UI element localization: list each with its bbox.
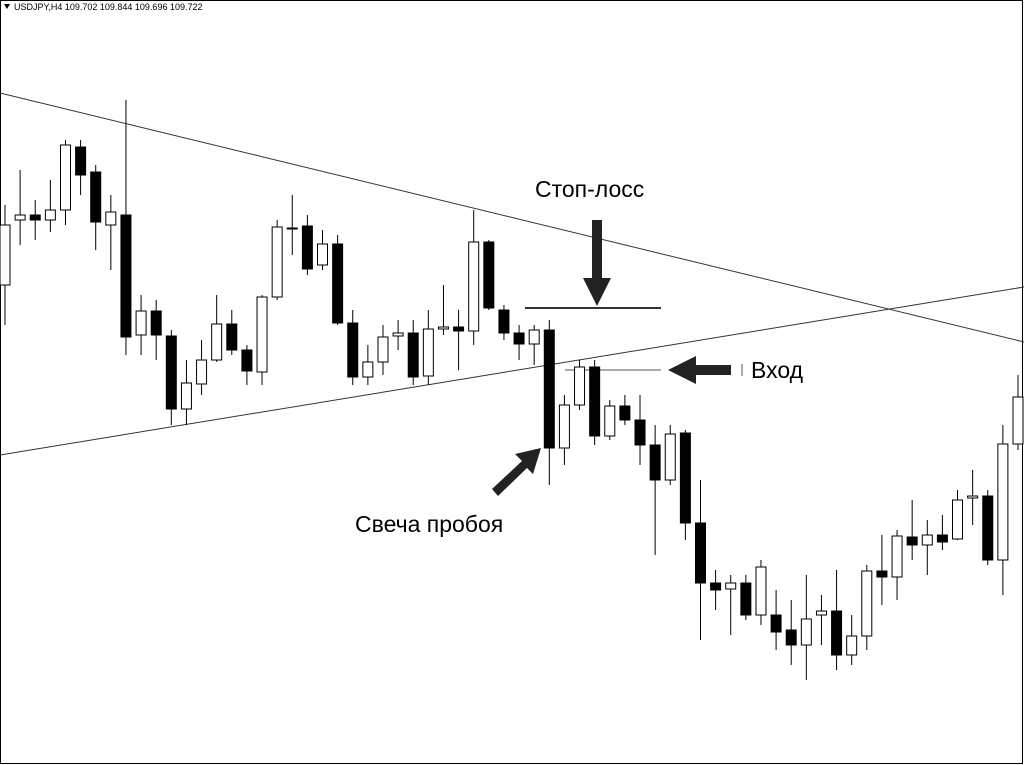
candle-body (75, 146, 87, 176)
candle-body (377, 336, 389, 363)
candle-body (694, 522, 706, 584)
candle-body (105, 211, 117, 226)
candle-body (286, 227, 298, 230)
candle-body (952, 499, 964, 540)
candle-body (770, 614, 782, 633)
candle-body (574, 366, 586, 406)
candle-body (664, 433, 676, 481)
candle-body (831, 610, 843, 656)
candle-body (997, 443, 1009, 561)
candle-body (649, 444, 661, 481)
candle-body (120, 214, 132, 338)
candle-body (211, 323, 223, 361)
candle-body (362, 361, 374, 378)
arrows (492, 220, 731, 496)
candle-body (271, 226, 283, 298)
candle-body (967, 495, 979, 499)
candle-body (982, 495, 994, 561)
candle-body (634, 419, 646, 446)
candle-body (256, 296, 268, 373)
candle-body (543, 329, 555, 449)
candle-body (1012, 396, 1024, 445)
candle-body (135, 310, 147, 336)
candle-body (891, 535, 903, 578)
candle-body (196, 359, 208, 385)
breakout-arrow (492, 448, 541, 496)
breakout-candle-label: Свеча пробоя (355, 511, 503, 537)
candle-body (498, 309, 510, 334)
stop-loss-arrow (583, 220, 611, 306)
upper-trend-line (0, 92, 1024, 343)
trend-lines (0, 92, 1024, 456)
candle-body (437, 326, 449, 330)
stop-loss-label: Стоп-лосс (535, 176, 644, 202)
candle-body (906, 536, 918, 546)
candle-body (301, 225, 313, 270)
entry-label: Вход (751, 357, 804, 383)
candle-body (422, 328, 434, 377)
candle-body (513, 332, 525, 345)
candle-body (725, 582, 737, 590)
candle-body (332, 243, 344, 324)
candle-body (29, 214, 41, 221)
entry-arrow (668, 356, 731, 384)
candle-body (392, 332, 404, 337)
candle-body (317, 243, 329, 266)
candle-body (44, 209, 56, 221)
chart-header: USDJPY,H4 109.702 109.844 109.696 109.72… (14, 2, 203, 12)
candle-body (785, 629, 797, 646)
candle-body (407, 332, 419, 378)
candle-body (619, 405, 631, 421)
candle-body (679, 432, 691, 524)
candle-body (740, 582, 752, 616)
candle-body (347, 322, 359, 378)
candle-body (936, 534, 948, 543)
candle-body (861, 570, 873, 637)
candle-body (528, 329, 540, 345)
candle-body (468, 241, 480, 332)
candle-body (0, 224, 11, 286)
candle-body (59, 144, 71, 211)
candle-body (604, 405, 616, 437)
candle-body (180, 382, 192, 410)
candle-body (453, 326, 465, 332)
candle-body (226, 323, 238, 351)
candle-body (876, 570, 888, 578)
candle-body (241, 349, 253, 372)
candle-body (90, 171, 102, 223)
candle-body (921, 534, 933, 546)
candle-body (846, 635, 858, 656)
candle-body (14, 214, 26, 221)
candle-body (165, 335, 177, 410)
candle-body (815, 610, 827, 616)
candle-body (755, 566, 767, 616)
candle-body (710, 582, 722, 591)
candle-body (800, 618, 812, 646)
candle-body (150, 310, 162, 336)
candles (0, 100, 1024, 680)
lower-trend-line (0, 286, 1024, 456)
candle-body (589, 366, 601, 437)
candle-body (558, 404, 570, 449)
candle-body (483, 241, 495, 309)
symbol-menu-icon[interactable] (4, 4, 10, 9)
